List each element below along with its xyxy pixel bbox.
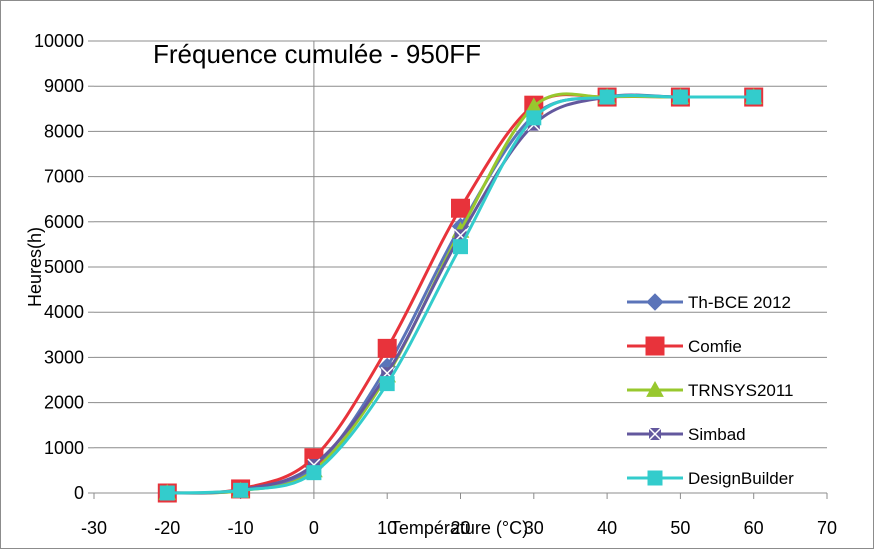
x-tick-label: 30 bbox=[524, 518, 544, 538]
data-point-designbuilder bbox=[159, 485, 175, 501]
data-point-designbuilder bbox=[526, 110, 542, 126]
legend: Th-BCE 2012 Comfie TRNSYS2011 Simbad DesignB… bbox=[627, 293, 794, 488]
x-tick-label: 0 bbox=[309, 518, 319, 538]
data-point-designbuilder bbox=[599, 89, 615, 105]
x-tick-label: -30 bbox=[81, 518, 107, 538]
x-tick-label: 60 bbox=[744, 518, 764, 538]
data-point-designbuilder bbox=[672, 89, 688, 105]
series-simbad bbox=[160, 90, 761, 500]
y-tick-label: 6000 bbox=[44, 212, 84, 232]
x-tick-label: 50 bbox=[670, 518, 690, 538]
legend-marker-comfie bbox=[645, 336, 665, 356]
gridlines bbox=[94, 40, 827, 494]
x-tick-label: -10 bbox=[228, 518, 254, 538]
y-tick-label: 3000 bbox=[44, 347, 84, 367]
axes bbox=[88, 40, 828, 499]
series bbox=[157, 87, 764, 503]
x-axis-label: Température (°C) bbox=[390, 518, 528, 538]
legend-item-simbad: Simbad bbox=[627, 425, 746, 444]
y-tick-label: 10000 bbox=[34, 31, 84, 51]
y-axis-label: Heures(h) bbox=[25, 227, 45, 307]
tick-labels: 0100020003000400050006000700080009000100… bbox=[34, 31, 837, 538]
chart-title: Fréquence cumulée - 950FF bbox=[153, 39, 481, 69]
legend-marker-designbuilder bbox=[647, 470, 663, 486]
y-tick-label: 2000 bbox=[44, 393, 84, 413]
legend-label: Comfie bbox=[688, 337, 742, 356]
legend-marker-th-bce-2012 bbox=[646, 293, 664, 311]
legend-item-th-bce-2012: Th-BCE 2012 bbox=[627, 293, 791, 312]
x-tick-label: 10 bbox=[377, 518, 397, 538]
legend-label: DesignBuilder bbox=[688, 469, 794, 488]
y-tick-label: 4000 bbox=[44, 302, 84, 322]
y-tick-label: 7000 bbox=[44, 167, 84, 187]
data-point-designbuilder bbox=[746, 89, 762, 105]
legend-label: TRNSYS2011 bbox=[688, 381, 794, 400]
legend-marker-trnsys2011 bbox=[646, 380, 664, 397]
x-tick-label: 70 bbox=[817, 518, 837, 538]
x-tick-label: 40 bbox=[597, 518, 617, 538]
series-trnsys2011 bbox=[158, 88, 763, 500]
legend-item-designbuilder: DesignBuilder bbox=[627, 469, 794, 488]
y-tick-label: 1000 bbox=[44, 438, 84, 458]
legend-item-trnsys2011: TRNSYS2011 bbox=[627, 380, 794, 400]
series-designbuilder bbox=[159, 89, 762, 501]
data-point-comfie bbox=[451, 198, 470, 218]
x-tick-label: 20 bbox=[450, 518, 470, 538]
data-point-comfie bbox=[377, 338, 397, 358]
y-tick-label: 5000 bbox=[44, 257, 84, 277]
y-tick-label: 0 bbox=[74, 483, 84, 503]
legend-item-comfie: Comfie bbox=[627, 336, 742, 356]
data-point-designbuilder bbox=[453, 239, 468, 255]
series-th-bce-2012 bbox=[158, 88, 763, 502]
legend-marker-simbad bbox=[648, 427, 662, 441]
data-point-designbuilder bbox=[379, 376, 395, 392]
series-comfie bbox=[157, 87, 764, 503]
legend-label: Simbad bbox=[688, 425, 746, 444]
y-tick-label: 9000 bbox=[44, 76, 84, 96]
data-point-designbuilder bbox=[306, 465, 322, 481]
x-tick-label: -20 bbox=[154, 518, 180, 538]
data-point-designbuilder bbox=[233, 482, 249, 498]
y-tick-label: 8000 bbox=[44, 121, 84, 141]
legend-label: Th-BCE 2012 bbox=[688, 293, 791, 312]
